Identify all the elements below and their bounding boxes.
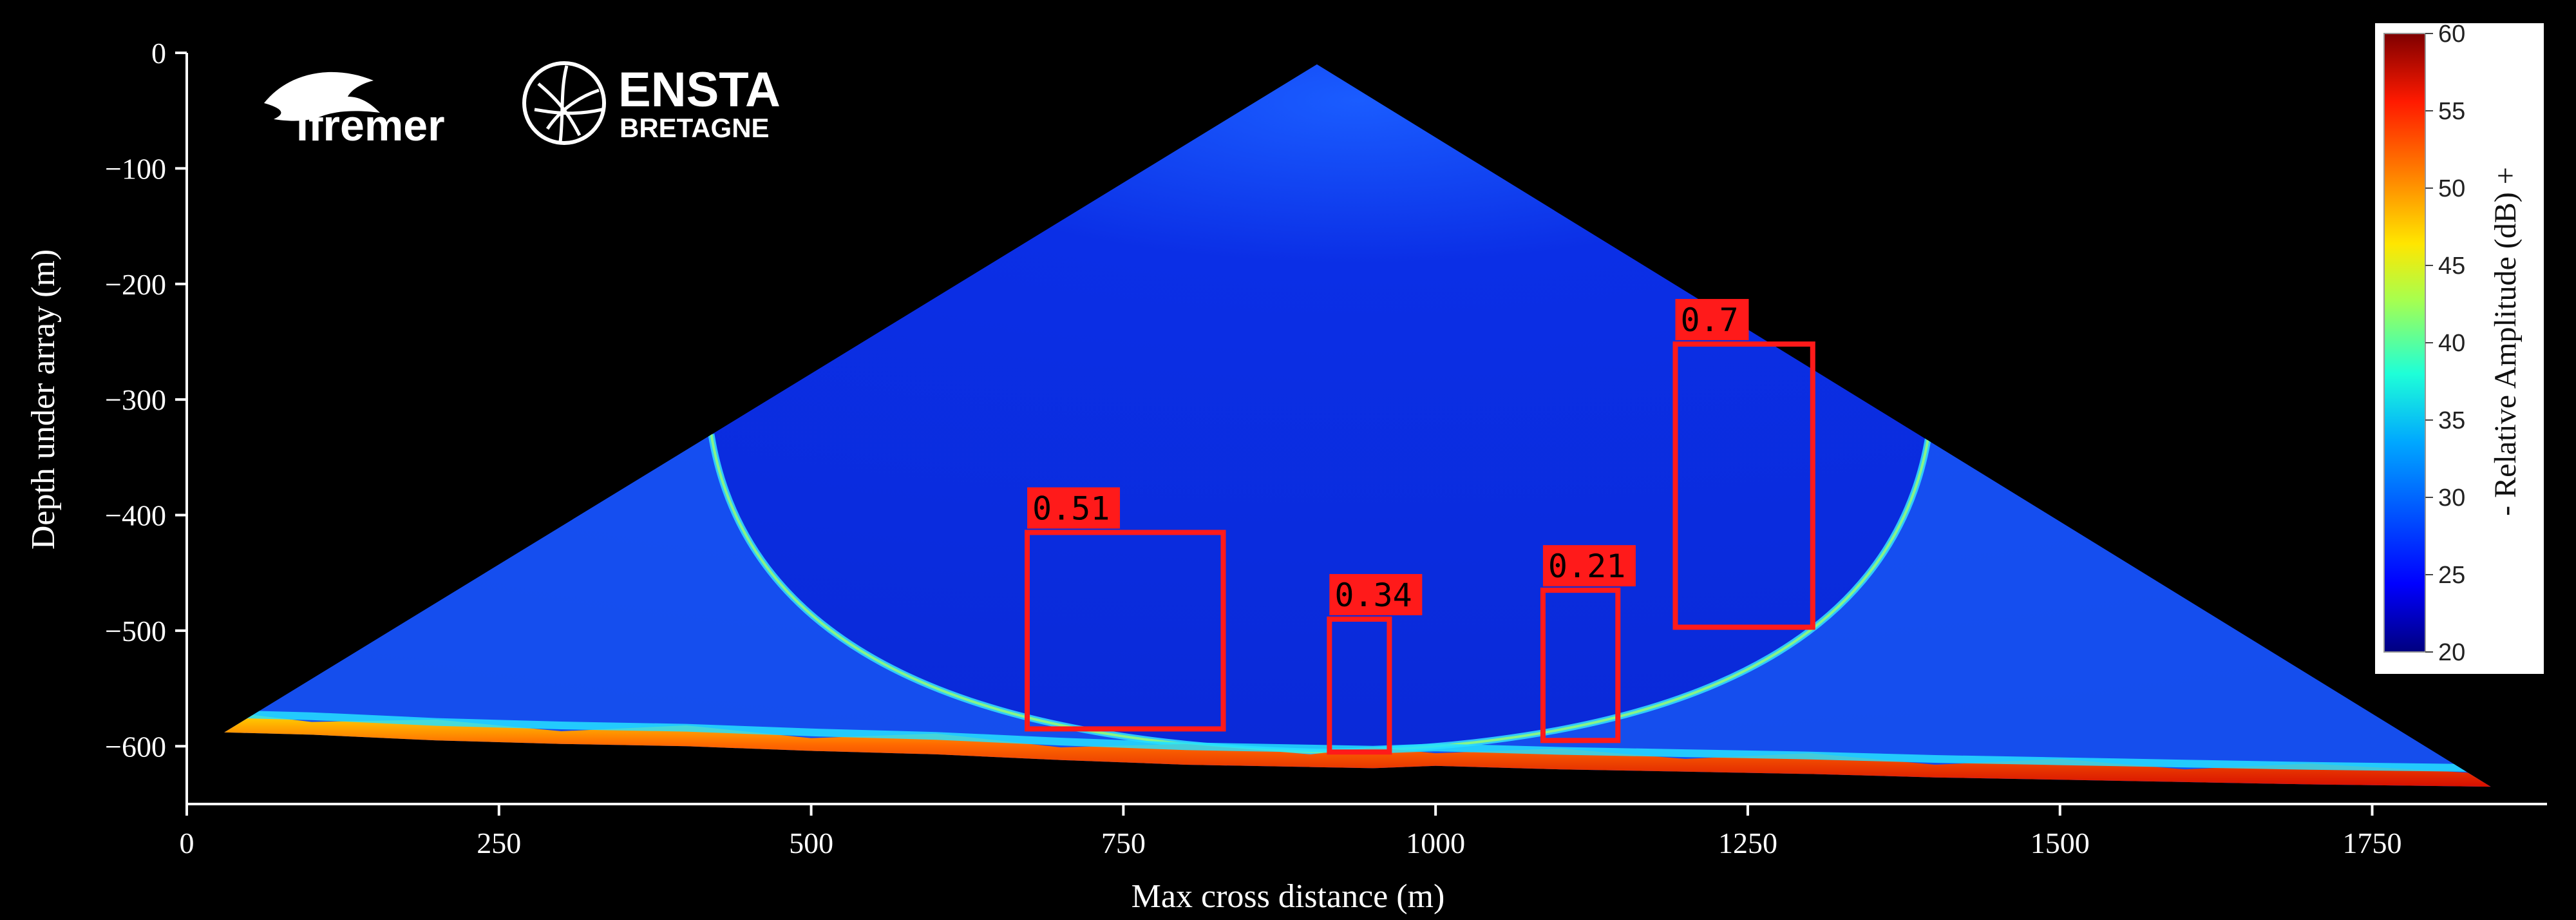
ensta-logo-title: ENSTA <box>618 62 781 117</box>
ensta-logo: ENSTA BRETAGNE <box>522 61 781 145</box>
colorbar-tick-label: 45 <box>2438 253 2465 280</box>
detection-score-label: 0.51 <box>1032 490 1110 527</box>
y-tick-label: −600 <box>105 730 166 763</box>
dolphin-icon <box>264 72 380 121</box>
y-ticks: 0 −100 −200 −300 −400 −500 −600 <box>105 37 187 763</box>
x-tick-label: 1500 <box>2031 827 2090 859</box>
colorbar-tick-label: 30 <box>2438 484 2465 512</box>
y-tick-label: −500 <box>105 615 166 647</box>
y-tick-label: −100 <box>105 152 166 185</box>
x-tick-label: 1250 <box>1718 827 1777 859</box>
colorbar-tick-label: 55 <box>2438 98 2465 125</box>
detection-label-background <box>1675 299 1749 341</box>
colorbar-title: - Relative Amplitude (dB) + <box>2488 167 2523 516</box>
x-tick-label: 250 <box>477 827 521 859</box>
x-ticks: 0 250 500 750 1000 1250 1500 1750 <box>180 804 2402 859</box>
ifremer-logo: Ifremer <box>264 72 445 150</box>
detection-score-label: 0.34 <box>1334 577 1412 614</box>
detection-box <box>1327 616 1392 755</box>
colorbar-ramp <box>2383 33 2426 653</box>
x-tick-label: 0 <box>180 827 194 859</box>
colorbar-tick-label: 50 <box>2438 175 2465 202</box>
x-tick-label: 1000 <box>1406 827 1465 859</box>
y-tick-label: −300 <box>105 383 166 416</box>
x-axis-title: Max cross distance (m) <box>1132 878 1445 915</box>
y-tick-label: −400 <box>105 499 166 532</box>
x-tick-label: 1750 <box>2343 827 2402 859</box>
colorbar-tick-label: 35 <box>2438 407 2465 434</box>
detection-box <box>1540 588 1621 743</box>
detection-label-background <box>1542 545 1636 587</box>
detection-score-label: 0.7 <box>1680 302 1738 339</box>
colorbar: 20 25 30 35 40 45 50 55 60 - Relative Amplitude … <box>2375 21 2544 674</box>
y-axis-title: Depth under array (m) <box>25 249 62 550</box>
colorbar-tick-label: 25 <box>2438 562 2465 589</box>
detection-label-background <box>1329 573 1423 615</box>
sonar-fan <box>224 64 2491 787</box>
colorbar-ticks: 20 25 30 35 40 45 50 55 60 <box>2425 21 2465 666</box>
y-tick-label: −200 <box>105 268 166 301</box>
detection-box <box>1025 530 1226 732</box>
detection-label-background <box>1027 487 1121 529</box>
colorbar-tick-label: 40 <box>2438 330 2465 357</box>
y-tick-label: 0 <box>151 37 166 70</box>
detection-score-label: 0.21 <box>1548 548 1625 585</box>
colorbar-tick-label: 60 <box>2438 21 2465 48</box>
ensta-emblem-lines <box>534 65 603 142</box>
ensta-emblem-icon <box>522 61 606 145</box>
ifremer-logo-text: Ifremer <box>296 101 445 150</box>
detection-boxes: 0.51 0.34 0.21 0.7 <box>1025 299 1815 755</box>
detection-box <box>1672 341 1815 630</box>
x-tick-label: 750 <box>1101 827 1146 859</box>
axes: 0 250 500 750 1000 1250 1500 1750 0 −100 −200 −300… <box>25 37 2547 915</box>
colorbar-tick-label: 20 <box>2438 639 2465 666</box>
x-tick-label: 500 <box>789 827 833 859</box>
seafloor-return-edge <box>224 710 2491 772</box>
ensta-logo-subtitle: BRETAGNE <box>620 113 770 143</box>
